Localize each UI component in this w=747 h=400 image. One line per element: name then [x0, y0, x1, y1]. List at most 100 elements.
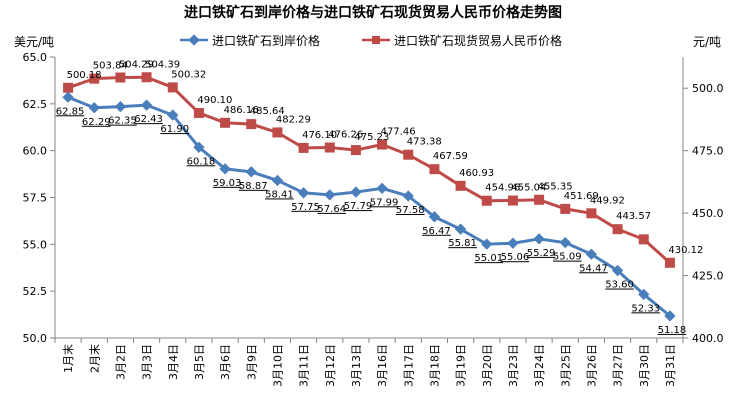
- data-label-renminbi-price: 503.84: [93, 61, 128, 72]
- data-label-cif-price: 57.75: [291, 202, 320, 213]
- axes: 50.0 52.5 55.0 57.5 60.0 62.5 65.0 400.0 425.0 45…: [23, 51, 724, 387]
- x-tick-label: 3月5日: [193, 344, 206, 380]
- left-tick-label: 57.5: [23, 192, 48, 205]
- data-point-renminbi-price: [560, 203, 571, 214]
- series-line-cif-price: [67, 95, 671, 318]
- data-point-cif-price: [245, 166, 257, 178]
- data-point-renminbi-price: [638, 234, 649, 245]
- data-point-renminbi-price: [429, 164, 440, 175]
- data-label-cif-price: 56.47: [422, 226, 451, 237]
- data-label-cif-price: 57.99: [370, 197, 399, 208]
- x-tick-label: 3月17日: [402, 344, 415, 387]
- x-tick-label: 3月20日: [481, 344, 494, 387]
- data-label-cif-price: 59.03: [213, 178, 242, 189]
- data-point-renminbi-price: [455, 180, 466, 191]
- x-tick-label: 3月12日: [324, 344, 337, 387]
- data-label-cif-price: 62.29: [82, 117, 111, 128]
- x-tick-label: 1月末: [61, 344, 75, 373]
- data-point-cif-price: [88, 102, 100, 114]
- data-label-cif-price: 51.18: [658, 325, 687, 336]
- data-point-cif-price: [219, 163, 231, 175]
- data-point-cif-price: [585, 248, 598, 260]
- data-label-cif-price: 62.85: [56, 106, 85, 117]
- data-label-cif-price: 62.43: [134, 114, 163, 125]
- x-tick-label: 3月11日: [298, 344, 311, 387]
- data-label-renminbi-price: 451.69: [564, 191, 599, 202]
- data-point-renminbi-price: [664, 257, 675, 268]
- right-tick-label: 400.0: [692, 332, 724, 345]
- data-label-cif-price: 57.64: [317, 204, 346, 215]
- data-label-cif-price: 55.29: [527, 248, 556, 259]
- data-label-cif-price: 54.47: [579, 263, 608, 274]
- data-point-renminbi-price: [298, 142, 309, 153]
- data-point-renminbi-price: [612, 224, 623, 235]
- legend: 进口铁矿石到岸价格 进口铁矿石现货贸易人民币价格: [180, 33, 562, 48]
- x-tick-label: 3月19日: [455, 344, 468, 387]
- data-label-renminbi-price: 473.38: [407, 137, 442, 148]
- data-point-renminbi-price: [350, 145, 361, 156]
- chart-title: 进口铁矿石到岸价格与进口铁矿石现货贸易人民币价格走势图: [184, 4, 562, 21]
- series-renminbi-price: [63, 72, 675, 268]
- data-point-renminbi-price: [507, 195, 518, 206]
- left-tick-label: 65.0: [23, 51, 48, 64]
- data-label-renminbi-price: 485.64: [250, 106, 285, 117]
- data-label-renminbi-price: 482.29: [276, 114, 311, 125]
- data-point-cif-price: [638, 288, 650, 301]
- right-tick-label: 475.0: [692, 145, 724, 158]
- data-label-renminbi-price: 500.18: [67, 70, 102, 81]
- x-tick-label: 3月4日: [167, 344, 180, 380]
- x-tick-label: 3月6日: [219, 344, 232, 380]
- x-tick-label: 3月9日: [245, 344, 258, 380]
- data-label-renminbi-price: 443.57: [616, 211, 651, 222]
- data-point-renminbi-price: [324, 142, 335, 153]
- data-label-cif-price: 55.81: [448, 238, 477, 249]
- data-label-cif-price: 53.60: [605, 280, 634, 291]
- data-point-cif-price: [533, 233, 545, 245]
- x-tick-label: 3月24日: [533, 344, 546, 387]
- left-tick-label: 60.0: [23, 145, 48, 158]
- x-tick-label: 3月18日: [428, 344, 441, 387]
- data-point-cif-price: [350, 186, 362, 198]
- data-label-cif-price: 58.41: [265, 189, 294, 200]
- data-point-renminbi-price: [481, 195, 492, 206]
- data-label-renminbi-price: 476.10: [302, 130, 337, 141]
- data-label-renminbi-price: 455.04: [511, 183, 546, 194]
- data-point-renminbi-price: [272, 127, 283, 138]
- data-label-renminbi-price: 476.26: [328, 130, 363, 141]
- left-tick-label: 62.5: [23, 98, 48, 111]
- data-point-cif-price: [324, 189, 336, 201]
- data-point-cif-price: [193, 141, 205, 153]
- data-label-renminbi-price: 490.10: [197, 95, 232, 106]
- data-point-cif-price: [297, 187, 310, 199]
- data-point-renminbi-price: [586, 208, 597, 219]
- data-point-renminbi-price: [193, 107, 204, 118]
- data-point-cif-price: [376, 182, 388, 194]
- data-label-cif-price: 60.18: [187, 156, 216, 167]
- data-label-cif-price: 62.35: [108, 116, 137, 127]
- data-label-cif-price: 61.90: [160, 124, 189, 135]
- data-label-renminbi-price: 455.35: [538, 182, 573, 193]
- data-point-renminbi-price: [89, 73, 100, 84]
- data-label-cif-price: 52.33: [631, 303, 660, 314]
- data-point-renminbi-price: [63, 82, 74, 93]
- data-point-cif-price: [114, 100, 127, 113]
- data-label-cif-price: 55.01: [474, 253, 503, 264]
- data-label-cif-price: 57.58: [396, 205, 425, 216]
- series-line-renminbi-price: [67, 75, 671, 264]
- data-point-renminbi-price: [115, 72, 126, 83]
- data-label-cif-price: 57.79: [344, 201, 373, 212]
- data-point-cif-price: [140, 99, 153, 111]
- data-label-renminbi-price: 504.39: [145, 59, 180, 70]
- data-point-cif-price: [454, 223, 467, 235]
- data-label-renminbi-price: 500.32: [171, 69, 206, 80]
- data-label-renminbi-price: 486.16: [224, 105, 259, 116]
- data-label-cif-price: 55.09: [553, 252, 582, 263]
- data-label-renminbi-price: 477.46: [381, 127, 416, 138]
- left-axis-unit: 美元/吨: [14, 35, 54, 49]
- left-tick-label: 50.0: [23, 332, 48, 345]
- data-point-renminbi-price: [220, 117, 231, 128]
- x-tick-label: 3月25日: [559, 344, 572, 387]
- data-label-renminbi-price: 454.96: [485, 183, 520, 194]
- x-tick-label: 3月3日: [141, 344, 154, 380]
